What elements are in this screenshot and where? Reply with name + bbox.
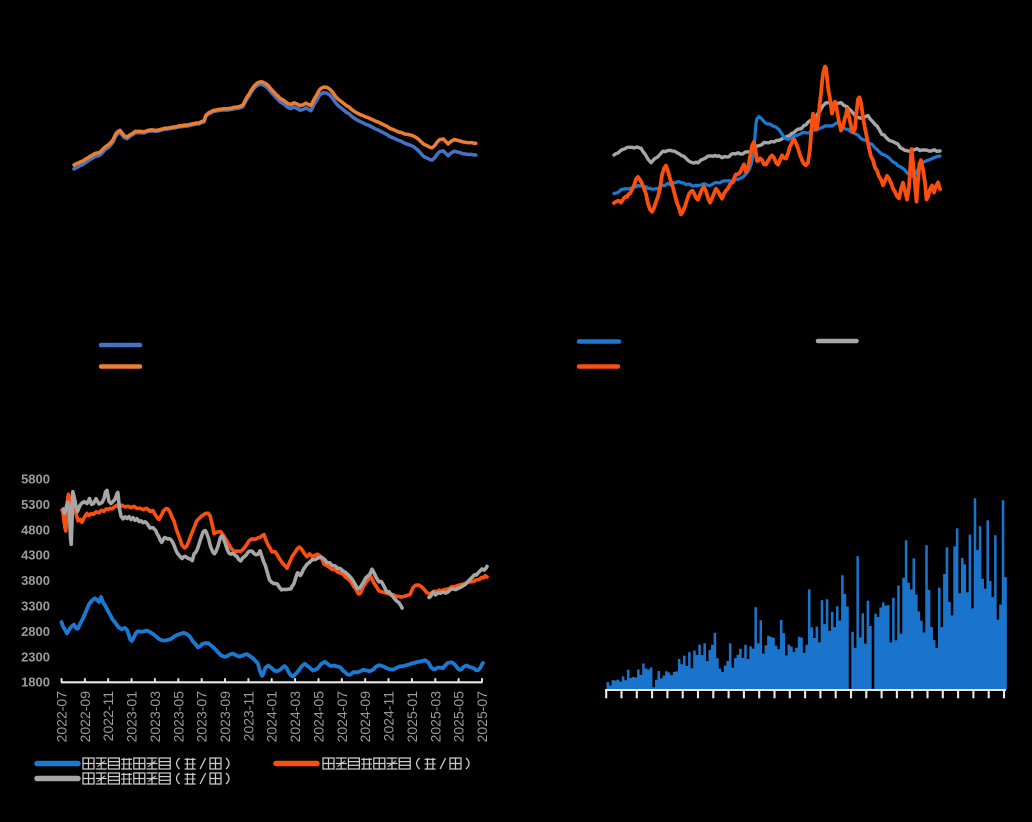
- svg-text:4800: 4800: [21, 522, 50, 537]
- svg-text:2023-11: 2023-11: [240, 691, 256, 742]
- svg-text:4300: 4300: [21, 548, 50, 563]
- svg-text:1800: 1800: [21, 675, 50, 690]
- svg-text:3800: 3800: [21, 573, 50, 588]
- svg-text:2025-03: 2025-03: [427, 691, 443, 743]
- svg-text:2025-01: 2025-01: [404, 691, 420, 743]
- svg-text:2024-05: 2024-05: [311, 691, 327, 743]
- svg-text:2800: 2800: [21, 624, 50, 639]
- svg-text:5800: 5800: [21, 472, 50, 487]
- svg-text:2022-11: 2022-11: [100, 691, 116, 742]
- svg-text:2022-09: 2022-09: [77, 691, 93, 743]
- svg-text:2023-05: 2023-05: [170, 691, 186, 743]
- svg-text:2025-07: 2025-07: [474, 691, 490, 743]
- svg-text:2024-07: 2024-07: [334, 691, 350, 743]
- svg-text:2024-09: 2024-09: [357, 691, 373, 743]
- svg-text:2023-03: 2023-03: [147, 691, 163, 743]
- svg-text:2023-09: 2023-09: [217, 691, 233, 743]
- svg-text:5300: 5300: [21, 497, 50, 512]
- svg-text:2024-03: 2024-03: [287, 691, 303, 743]
- svg-text:2024-01: 2024-01: [264, 691, 280, 743]
- svg-text:3300: 3300: [21, 599, 50, 614]
- svg-text:2023-07: 2023-07: [194, 691, 210, 743]
- svg-text:2300: 2300: [21, 649, 50, 664]
- svg-text:2023-01: 2023-01: [124, 691, 140, 743]
- svg-text:2024-11: 2024-11: [381, 691, 397, 742]
- svg-text:2022-07: 2022-07: [54, 691, 70, 743]
- svg-text:2025-05: 2025-05: [451, 691, 467, 743]
